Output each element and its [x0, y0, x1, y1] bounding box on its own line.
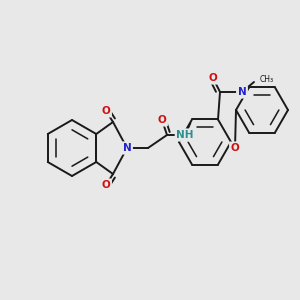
Text: CH₃: CH₃: [260, 74, 274, 83]
Text: N: N: [123, 143, 131, 153]
Text: O: O: [231, 143, 239, 153]
Text: O: O: [158, 115, 166, 125]
Text: NH: NH: [176, 130, 194, 140]
Text: O: O: [102, 180, 110, 190]
Text: N: N: [238, 87, 246, 97]
Text: O: O: [102, 106, 110, 116]
Text: O: O: [208, 73, 217, 83]
